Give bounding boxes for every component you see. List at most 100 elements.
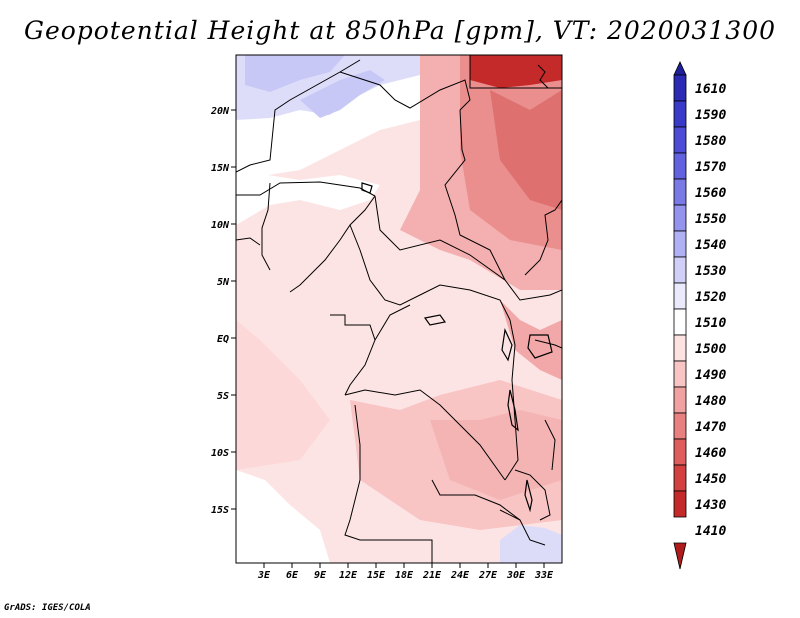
lon-label: 3E bbox=[257, 570, 271, 581]
lon-label: 30E bbox=[506, 570, 526, 581]
border-chad-sudan bbox=[444, 109, 506, 281]
lake-tanganyika bbox=[507, 389, 519, 432]
colorbar-label: 1610 bbox=[695, 82, 726, 97]
lake-victoria bbox=[527, 334, 553, 359]
colorbar-swatch bbox=[673, 178, 687, 206]
colorbar: 1610 1590 1580 1570 1560 1550 1540 1530 1520 1510… bbox=[673, 61, 726, 570]
lake-tumba bbox=[423, 314, 447, 326]
colorbar-label: 1490 bbox=[695, 368, 726, 383]
lakes bbox=[361, 182, 553, 513]
border-sinai bbox=[537, 64, 549, 89]
height-field bbox=[236, 55, 562, 563]
lon-label: 21E bbox=[422, 570, 442, 581]
colorbar-swatch bbox=[673, 386, 687, 414]
lat-label: 15S bbox=[211, 505, 229, 516]
border-congo-car bbox=[374, 304, 411, 341]
colorbar-label: 1510 bbox=[695, 316, 726, 331]
lon-label: 24E bbox=[450, 570, 470, 581]
colorbar-swatch bbox=[673, 490, 687, 518]
field-white-sahel bbox=[236, 170, 380, 225]
colorbar-label: 1560 bbox=[695, 186, 726, 201]
colorbar-swatch bbox=[673, 256, 687, 284]
field-blue-southeast bbox=[500, 525, 562, 563]
field-red-northeast-core bbox=[490, 90, 562, 210]
colorbar-swatch bbox=[673, 360, 687, 388]
lon-label: 9E bbox=[314, 570, 327, 581]
border-drc-east bbox=[504, 319, 519, 481]
border-ghana bbox=[236, 237, 261, 246]
lake-malawi bbox=[524, 479, 533, 513]
colorbar-swatch bbox=[673, 74, 687, 102]
lon-label: 27E bbox=[478, 570, 498, 581]
colorbar-label: 1530 bbox=[695, 264, 726, 279]
colorbar-label: 1550 bbox=[695, 212, 726, 227]
field-white-southwest bbox=[236, 470, 330, 563]
lat-label: 15N bbox=[211, 163, 230, 174]
colorbar-label: 1470 bbox=[695, 420, 726, 435]
colorbar-swatch bbox=[673, 126, 687, 154]
colorbar-swatch bbox=[673, 334, 687, 362]
border-nigeria-cameroon bbox=[289, 195, 376, 293]
map-frame bbox=[235, 54, 563, 564]
lon-label: 12E bbox=[339, 570, 358, 581]
border-niger-libya bbox=[339, 71, 471, 111]
lon-label: 33E bbox=[534, 570, 554, 581]
border-zambia bbox=[431, 479, 521, 521]
lat-label: 10S bbox=[211, 448, 229, 459]
colorbar-swatch bbox=[673, 438, 687, 466]
chart-title: Geopotential Height at 850hPa [gpm], VT:… bbox=[23, 16, 777, 45]
border-ethiopia bbox=[524, 199, 562, 276]
colorbar-swatch bbox=[673, 308, 687, 336]
border-car-south bbox=[374, 195, 562, 301]
lon-label: 15E bbox=[367, 570, 386, 581]
colorbar-label: 1480 bbox=[695, 394, 726, 409]
field-white-patch bbox=[250, 520, 290, 548]
border-tanzania bbox=[544, 419, 556, 471]
field-red-lakes bbox=[500, 300, 562, 380]
lake-chad bbox=[361, 182, 373, 194]
lat-label: EQ bbox=[217, 334, 229, 345]
border-kenya-uganda bbox=[534, 339, 562, 349]
lake-albert bbox=[501, 327, 513, 362]
colorbar-label: 1430 bbox=[695, 498, 726, 513]
field-red-top bbox=[470, 55, 562, 88]
lat-label: 5N bbox=[217, 277, 230, 288]
border-drc-angola bbox=[344, 389, 506, 481]
lat-labels: 20N 15N 10N 5N EQ 5S 10S 15S bbox=[210, 106, 230, 516]
border-malawi bbox=[514, 469, 551, 521]
field-blue-patch bbox=[300, 70, 385, 118]
colorbar-label: 1590 bbox=[695, 108, 726, 123]
border-zimbabwe bbox=[499, 509, 546, 546]
colorbar-label: 1580 bbox=[695, 134, 726, 149]
border-egypt bbox=[469, 55, 562, 89]
axis-ticks bbox=[231, 109, 545, 568]
lat-label: 20N bbox=[210, 106, 230, 117]
colorbar-label: 1500 bbox=[695, 342, 726, 357]
colorbar-label: 1540 bbox=[695, 238, 726, 253]
colorbar-label: 1450 bbox=[695, 472, 726, 487]
lat-label: 5S bbox=[217, 391, 229, 402]
colorbar-swatch bbox=[673, 204, 687, 232]
border-angola bbox=[344, 404, 433, 563]
grads-credit: GrADS: IGES/COLA bbox=[4, 603, 91, 613]
lon-labels: 3E 6E 9E 12E 15E 18E 21E 24E 27E 30E 33E bbox=[257, 570, 554, 581]
lon-label: 6E bbox=[286, 570, 299, 581]
colorbar-label: 1570 bbox=[695, 160, 726, 175]
colorbar-label: 1460 bbox=[695, 446, 726, 461]
colorbar-swatch bbox=[673, 412, 687, 440]
colorbar-swatch bbox=[673, 542, 687, 570]
colorbar-swatch bbox=[673, 464, 687, 492]
colorbar-swatch bbox=[673, 152, 687, 180]
border-benin bbox=[261, 182, 271, 271]
field-blue-north-core bbox=[245, 55, 345, 92]
country-borders bbox=[236, 55, 562, 563]
colorbar-label: 1520 bbox=[695, 290, 726, 305]
colorbar-label: 1410 bbox=[695, 524, 726, 539]
field-atlantic bbox=[236, 320, 330, 470]
border-gabon-congo bbox=[330, 314, 376, 396]
colorbar-swatch bbox=[673, 61, 687, 76]
lon-label: 18E bbox=[395, 570, 414, 581]
colorbar-swatch bbox=[673, 230, 687, 258]
colorbar-swatch bbox=[673, 282, 687, 310]
